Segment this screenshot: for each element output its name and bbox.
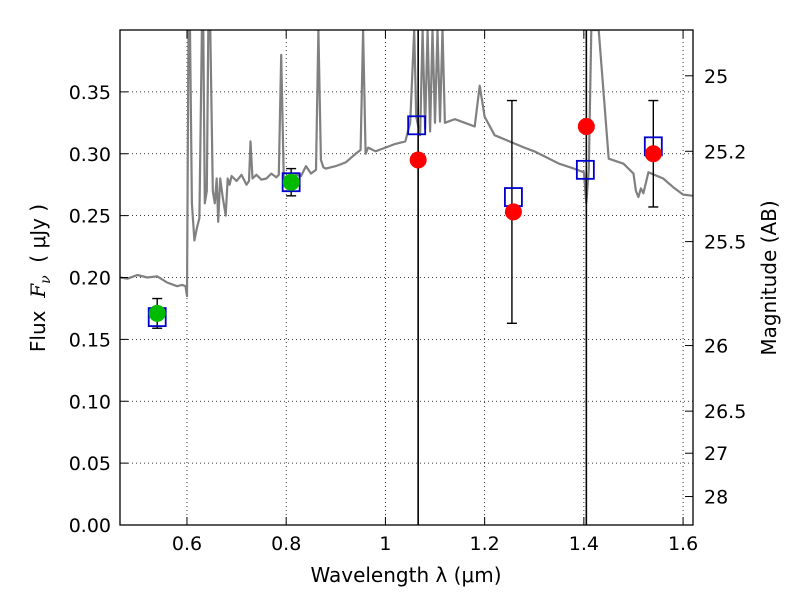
y-tick-label: 0.35 [69,82,111,104]
magnitude-tick-label: 25.5 [704,232,746,254]
model-flux-square [407,115,427,136]
x-axis-ticks: 0.6 0.8 1 1.2 1.4 1.6 [172,30,698,555]
model-flux-square [575,159,595,180]
y-tick-label: 0.30 [69,144,111,166]
x-tick-label: 1.2 [470,533,500,555]
x-tick-label: 1 [379,533,391,555]
observed-point-red [644,145,662,163]
magnitude-tick-label: 26 [704,336,728,358]
plot-area [120,30,693,525]
magnitude-axis-ticks: 25 25.2 25.5 26 26.5 27 28 [685,66,746,509]
x-tick-label: 0.8 [271,533,301,555]
magnitude-axis-label: Magnitude (AB) [757,200,781,355]
observed-point-green [148,304,166,322]
y-axis-ticks: 0.00 0.05 0.10 0.15 0.20 0.25 0.30 0.35 [69,82,128,537]
grid [120,30,693,525]
y-axis-label: Flux Fν ( μJy ) [26,204,54,352]
x-tick-label: 1.6 [668,533,698,555]
observed-point-red [577,118,595,136]
observed-flux-points [148,118,662,322]
y-tick-label: 0.25 [69,206,111,228]
observed-point-red [409,151,427,169]
y-tick-label: 0.20 [69,268,111,290]
y-tick-label: 0.10 [69,391,111,413]
x-axis-label: Wavelength λ (μm) [310,563,501,587]
y-tick-label: 0.15 [69,329,111,351]
x-tick-label: 0.6 [172,533,202,555]
magnitude-tick-label: 26.5 [704,401,746,423]
y-tick-label: 0.00 [69,515,111,537]
magnitude-tick-label: 25.2 [704,141,746,163]
magnitude-tick-label: 28 [704,487,728,509]
magnitude-tick-label: 25 [704,66,728,88]
model-spectrum-line [120,30,693,298]
observed-point-red [504,203,522,221]
magnitude-tick-label: 27 [704,443,728,465]
vertical-lines [417,30,588,525]
y-tick-label: 0.05 [69,453,111,475]
x-tick-label: 1.4 [569,533,599,555]
observed-point-green [282,173,300,191]
